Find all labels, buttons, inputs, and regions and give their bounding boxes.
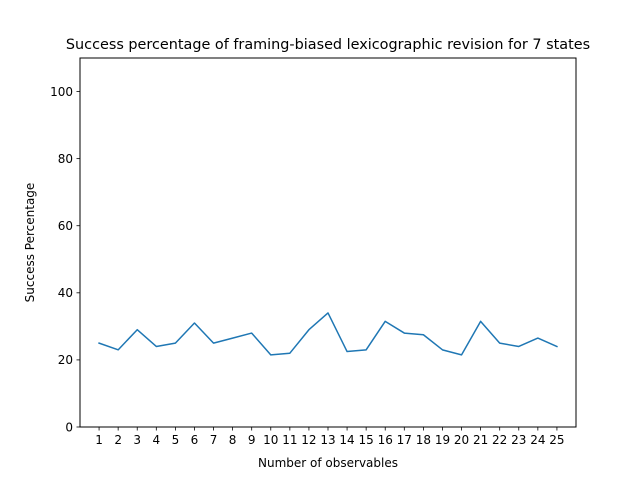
x-tick-label: 17 [397, 433, 412, 447]
y-tick-label: 80 [58, 152, 73, 166]
x-tick-label: 13 [320, 433, 335, 447]
y-tick-label: 60 [58, 219, 73, 233]
plot-area: 1 2 3 4 5 6 7 8 9 10 11 12 13 14 15 16 17 18 19 20 21 22 23 24 2… [50, 57, 577, 447]
x-tick-label: 22 [492, 433, 507, 447]
x-axis-ticks: 1 2 3 4 5 6 7 8 9 10 11 12 13 14 15 16 17 18 19 20 21 22 23 24 2… [95, 427, 565, 447]
x-axis-label: Number of observables [258, 456, 398, 470]
x-tick-label: 20 [454, 433, 469, 447]
x-tick-label: 10 [263, 433, 278, 447]
y-tick-label: 100 [50, 85, 73, 99]
chart-title: Success percentage of framing-biased lex… [66, 37, 590, 53]
x-tick-label: 4 [152, 433, 160, 447]
x-tick-label: 15 [359, 433, 374, 447]
x-tick-label: 25 [549, 433, 564, 447]
x-tick-label: 8 [229, 433, 237, 447]
x-tick-label: 2 [114, 433, 122, 447]
y-tick-label: 0 [65, 420, 73, 434]
y-tick-label: 20 [58, 353, 73, 367]
x-tick-label: 14 [339, 433, 354, 447]
x-tick-label: 18 [416, 433, 431, 447]
data-series-group [98, 312, 558, 356]
x-tick-label: 24 [530, 433, 545, 447]
y-axis-label: Success Percentage [23, 183, 37, 303]
x-tick-label: 5 [172, 433, 180, 447]
x-tick-label: 11 [282, 433, 297, 447]
x-tick-label: 9 [248, 433, 256, 447]
x-tick-label: 16 [378, 433, 393, 447]
x-tick-label: 12 [301, 433, 316, 447]
x-tick-label: 19 [435, 433, 450, 447]
x-tick-label: 1 [95, 433, 103, 447]
series-line [98, 312, 558, 356]
y-axis-ticks: 0 20 40 60 80 100 [50, 85, 80, 434]
x-tick-label: 7 [210, 433, 218, 447]
x-tick-label: 23 [511, 433, 526, 447]
x-tick-label: 3 [133, 433, 141, 447]
y-tick-label: 40 [58, 286, 73, 300]
x-tick-label: 6 [191, 433, 199, 447]
x-tick-label: 21 [473, 433, 488, 447]
